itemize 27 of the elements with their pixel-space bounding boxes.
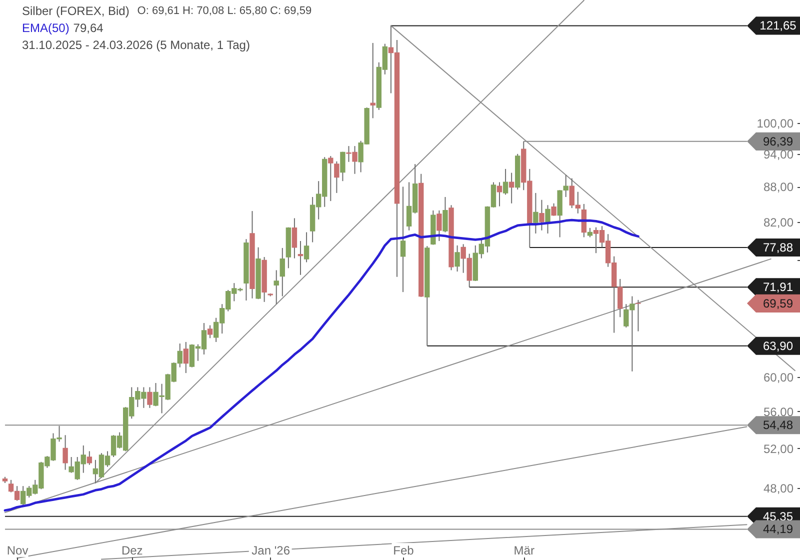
ref-line-label: 54,48 bbox=[762, 418, 794, 432]
ref-line-label: 71,91 bbox=[762, 280, 794, 294]
y-tick-label: 88,00 bbox=[763, 180, 794, 194]
y-tick-label: 94,00 bbox=[763, 147, 794, 162]
y-tick-label: 52,00 bbox=[763, 442, 794, 456]
x-tick-label: Jan '26 bbox=[252, 544, 290, 558]
x-tick-label: Mär bbox=[514, 544, 534, 558]
ref-line-label: 44,19 bbox=[762, 522, 794, 536]
y-tick-label: 100,00 bbox=[756, 116, 794, 131]
ref-line-label: 63,90 bbox=[762, 338, 794, 353]
ref-line-label: 121,65 bbox=[760, 18, 797, 33]
y-tick-label: 48,00 bbox=[763, 482, 794, 496]
x-tick-label: Dez bbox=[121, 544, 143, 558]
annotation: O: 69,61 H: 70,08 L: 65,80 C: 69,59 bbox=[137, 5, 312, 17]
chart-title: Silber (FOREX, Bid) bbox=[22, 4, 130, 18]
y-tick-label: 60,00 bbox=[763, 370, 794, 385]
y-tick-label: 82,00 bbox=[763, 215, 794, 230]
ref-line-label: 45,35 bbox=[762, 509, 794, 524]
x-tick-label: Nov bbox=[6, 544, 28, 558]
annotation: 69,59 bbox=[762, 296, 794, 310]
text: 31.10.2025 - 24.03.2026 (5 Monate, 1 Tag) bbox=[22, 38, 250, 52]
annotation: 79,64 bbox=[73, 21, 104, 35]
ref-line-label: 96,39 bbox=[762, 134, 794, 148]
text: EMA(50) bbox=[22, 21, 70, 35]
x-tick-label: Feb bbox=[393, 544, 414, 558]
ref-line-label: 77,88 bbox=[762, 240, 794, 254]
y-tick-label: 56,00 bbox=[763, 404, 794, 419]
